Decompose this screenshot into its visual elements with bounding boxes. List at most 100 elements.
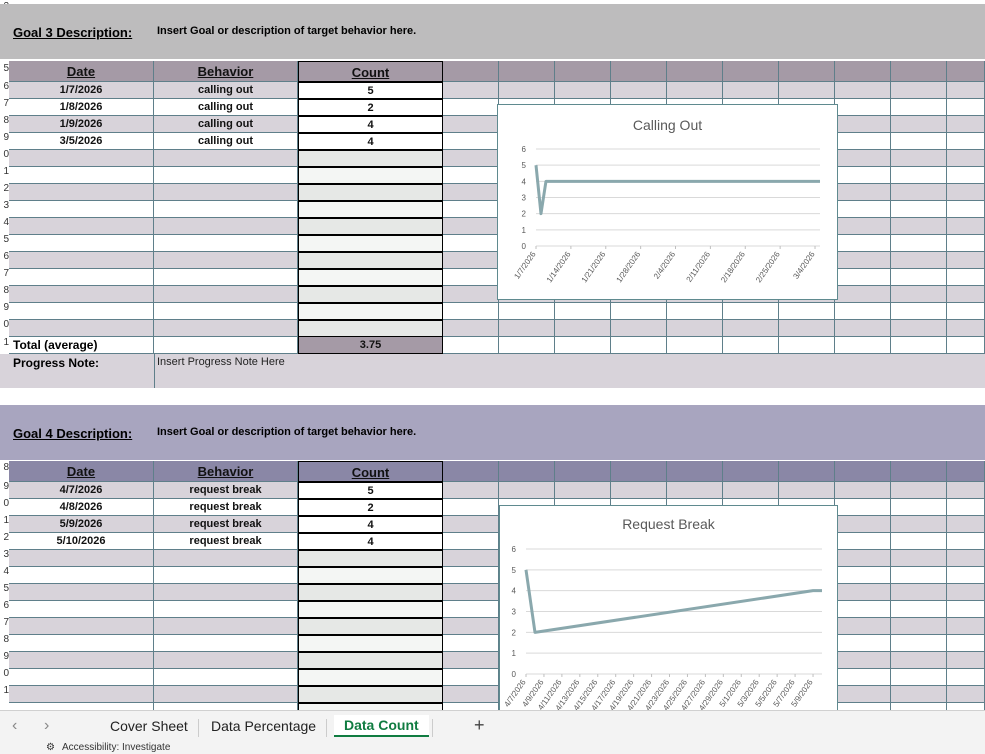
- behavior-cell[interactable]: [154, 252, 298, 269]
- add-sheet-button[interactable]: +: [474, 715, 485, 736]
- header-cell[interactable]: [611, 461, 667, 482]
- date-cell[interactable]: 5/10/2026: [9, 533, 154, 550]
- empty-cell[interactable]: [443, 652, 499, 669]
- empty-cell[interactable]: [611, 320, 667, 337]
- count-cell[interactable]: [298, 303, 443, 320]
- empty-cell[interactable]: [499, 482, 555, 499]
- empty-cell[interactable]: [835, 235, 891, 252]
- date-cell[interactable]: 1/9/2026: [9, 116, 154, 133]
- empty-cell[interactable]: [555, 337, 611, 354]
- empty-cell[interactable]: [667, 337, 723, 354]
- scroll-right-icon[interactable]: ›: [44, 717, 49, 735]
- empty-cell[interactable]: [443, 201, 499, 218]
- goal3-description-text[interactable]: Insert Goal or description of target beh…: [157, 25, 416, 37]
- empty-cell[interactable]: [835, 703, 891, 710]
- empty-cell[interactable]: [891, 303, 947, 320]
- count-cell[interactable]: [298, 584, 443, 601]
- behavior-cell[interactable]: [154, 303, 298, 320]
- header-cell[interactable]: [779, 461, 835, 482]
- empty-cell[interactable]: [835, 499, 891, 516]
- count-cell[interactable]: [298, 252, 443, 269]
- date-cell[interactable]: [9, 584, 154, 601]
- empty-cell[interactable]: [443, 167, 499, 184]
- empty-cell[interactable]: [947, 82, 985, 99]
- header-cell[interactable]: [555, 461, 611, 482]
- empty-cell[interactable]: [443, 252, 499, 269]
- empty-cell[interactable]: [947, 584, 985, 601]
- empty-cell[interactable]: [443, 499, 499, 516]
- empty-cell[interactable]: [723, 320, 779, 337]
- empty-cell[interactable]: [947, 218, 985, 235]
- header-cell[interactable]: [667, 461, 723, 482]
- empty-cell[interactable]: [611, 82, 667, 99]
- empty-cell[interactable]: [947, 150, 985, 167]
- behavior-cell[interactable]: [154, 584, 298, 601]
- header-cell[interactable]: [723, 461, 779, 482]
- accessibility-icon[interactable]: ⚙: [46, 742, 55, 753]
- empty-cell[interactable]: [443, 584, 499, 601]
- behavior-cell[interactable]: calling out: [154, 133, 298, 150]
- empty-cell[interactable]: [891, 686, 947, 703]
- empty-cell[interactable]: [555, 482, 611, 499]
- row-number[interactable]: 0: [0, 668, 9, 679]
- header-behavior[interactable]: Behavior: [154, 61, 298, 82]
- empty-cell[interactable]: [835, 218, 891, 235]
- date-cell[interactable]: [9, 269, 154, 286]
- row-number[interactable]: 1: [0, 515, 9, 526]
- scroll-left-icon[interactable]: ‹: [12, 717, 17, 735]
- empty-cell[interactable]: [723, 337, 779, 354]
- empty-cell[interactable]: [947, 201, 985, 218]
- row-number[interactable]: 1: [0, 685, 9, 696]
- header-cell[interactable]: [555, 61, 611, 82]
- empty-cell[interactable]: [667, 482, 723, 499]
- behavior-cell[interactable]: [154, 269, 298, 286]
- goal4-description-text[interactable]: Insert Goal or description of target beh…: [157, 426, 416, 438]
- date-cell[interactable]: 5/9/2026: [9, 516, 154, 533]
- behavior-cell[interactable]: [154, 669, 298, 686]
- empty-cell[interactable]: [835, 686, 891, 703]
- empty-cell[interactable]: [443, 567, 499, 584]
- row-number[interactable]: 4: [0, 566, 9, 577]
- count-cell[interactable]: [298, 652, 443, 669]
- row-number[interactable]: 5: [0, 234, 9, 245]
- count-cell[interactable]: [298, 167, 443, 184]
- behavior-cell[interactable]: [154, 703, 298, 710]
- row-number[interactable]: 2: [0, 532, 9, 543]
- behavior-cell[interactable]: [154, 184, 298, 201]
- empty-cell[interactable]: [947, 133, 985, 150]
- date-cell[interactable]: 4/8/2026: [9, 499, 154, 516]
- empty-cell[interactable]: [947, 167, 985, 184]
- empty-cell[interactable]: [443, 703, 499, 710]
- empty-cell[interactable]: [555, 320, 611, 337]
- row-number[interactable]: 7: [0, 617, 9, 628]
- header-date[interactable]: Date: [9, 461, 154, 482]
- header-cell[interactable]: [891, 61, 947, 82]
- row-number[interactable]: 2: [0, 183, 9, 194]
- empty-cell[interactable]: [443, 337, 499, 354]
- behavior-cell[interactable]: [154, 652, 298, 669]
- count-cell[interactable]: [298, 669, 443, 686]
- accessibility-status[interactable]: Accessibility: Investigate: [62, 742, 170, 753]
- date-cell[interactable]: [9, 652, 154, 669]
- date-cell[interactable]: [9, 618, 154, 635]
- row-number[interactable]: 9: [0, 132, 9, 143]
- date-cell[interactable]: [9, 703, 154, 710]
- header-cell[interactable]: [443, 61, 499, 82]
- empty-cell[interactable]: [779, 320, 835, 337]
- header-date[interactable]: Date: [9, 61, 154, 82]
- behavior-cell[interactable]: [154, 320, 298, 337]
- empty-cell[interactable]: [667, 320, 723, 337]
- behavior-cell[interactable]: [154, 686, 298, 703]
- behavior-cell[interactable]: calling out: [154, 82, 298, 99]
- empty-cell[interactable]: [499, 82, 555, 99]
- header-cell[interactable]: [499, 61, 555, 82]
- empty-cell[interactable]: [947, 533, 985, 550]
- count-cell[interactable]: [298, 618, 443, 635]
- empty-cell[interactable]: [947, 703, 985, 710]
- empty-cell[interactable]: [947, 320, 985, 337]
- empty-cell[interactable]: [835, 669, 891, 686]
- empty-cell[interactable]: [499, 337, 555, 354]
- empty-cell[interactable]: [443, 550, 499, 567]
